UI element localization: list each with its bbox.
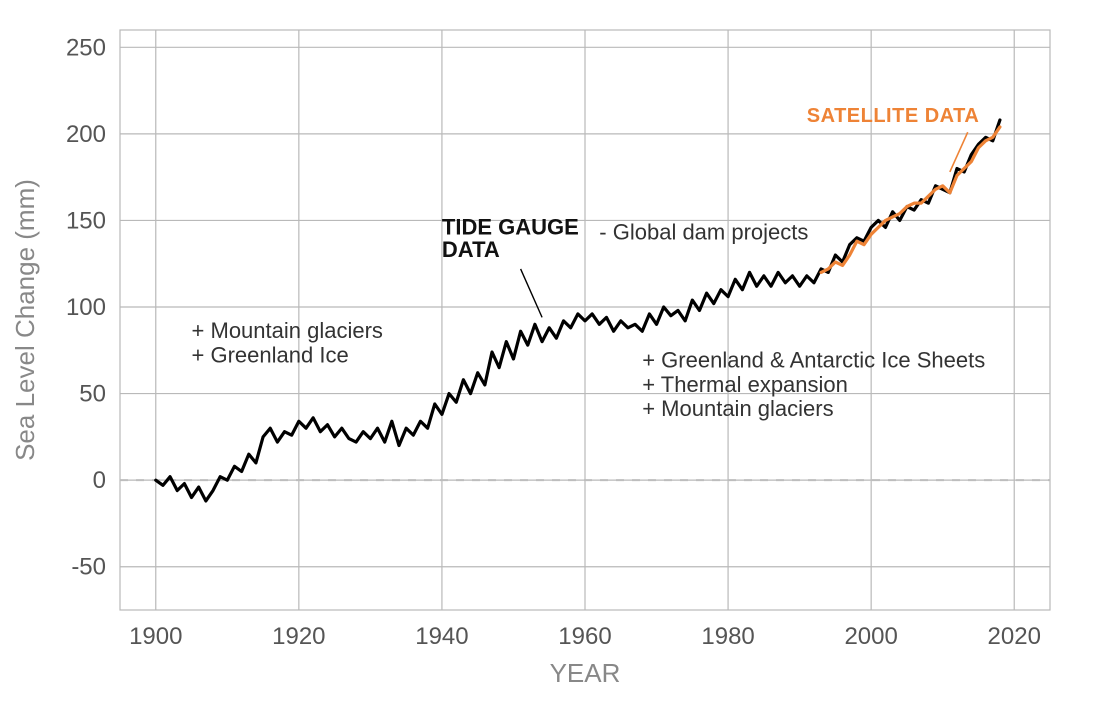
x-axis-label: YEAR xyxy=(550,658,621,688)
annotation-left-contributors: + Greenland Ice xyxy=(192,342,349,367)
annotation-right-contributors: + Mountain glaciers xyxy=(642,396,833,421)
y-axis-label: Sea Level Change (mm) xyxy=(10,179,40,461)
annotation-right-contributors: + Thermal expansion xyxy=(642,372,848,397)
x-tick-label: 1940 xyxy=(415,623,468,650)
y-tick-label: 150 xyxy=(66,207,106,234)
annotation-dam-projects: - Global dam projects xyxy=(599,219,808,244)
chart-svg: 1900 1920 1940 1960 1980 2000 2020 -50 0 50 100 150… xyxy=(0,0,1095,722)
y-tick-label: 100 xyxy=(66,294,106,321)
annotation-tide-gauge-label: TIDE GAUGE xyxy=(442,214,579,239)
x-tick-label: 1920 xyxy=(272,623,325,650)
sea-level-chart: 1900 1920 1940 1960 1980 2000 2020 -50 0 50 100 150… xyxy=(0,0,1095,722)
y-tick-label: 200 xyxy=(66,121,106,148)
x-tick-label: 1980 xyxy=(701,623,754,650)
y-tick-label: 250 xyxy=(66,34,106,61)
y-tick-label: 50 xyxy=(79,381,106,408)
annotation-tide-gauge-label: DATA xyxy=(442,237,500,262)
x-tick-label: 2000 xyxy=(844,623,897,650)
y-tick-label: -50 xyxy=(71,554,106,581)
annotation-right-contributors: + Greenland & Antarctic Ice Sheets xyxy=(642,348,985,373)
x-tick-label: 1960 xyxy=(558,623,611,650)
x-tick-label: 1900 xyxy=(129,623,182,650)
annotation-left-contributors: + Mountain glaciers xyxy=(192,318,383,343)
annotation-satellite-label: SATELLITE DATA xyxy=(807,105,980,127)
y-tick-label: 0 xyxy=(93,467,106,494)
x-tick-label: 2020 xyxy=(988,623,1041,650)
